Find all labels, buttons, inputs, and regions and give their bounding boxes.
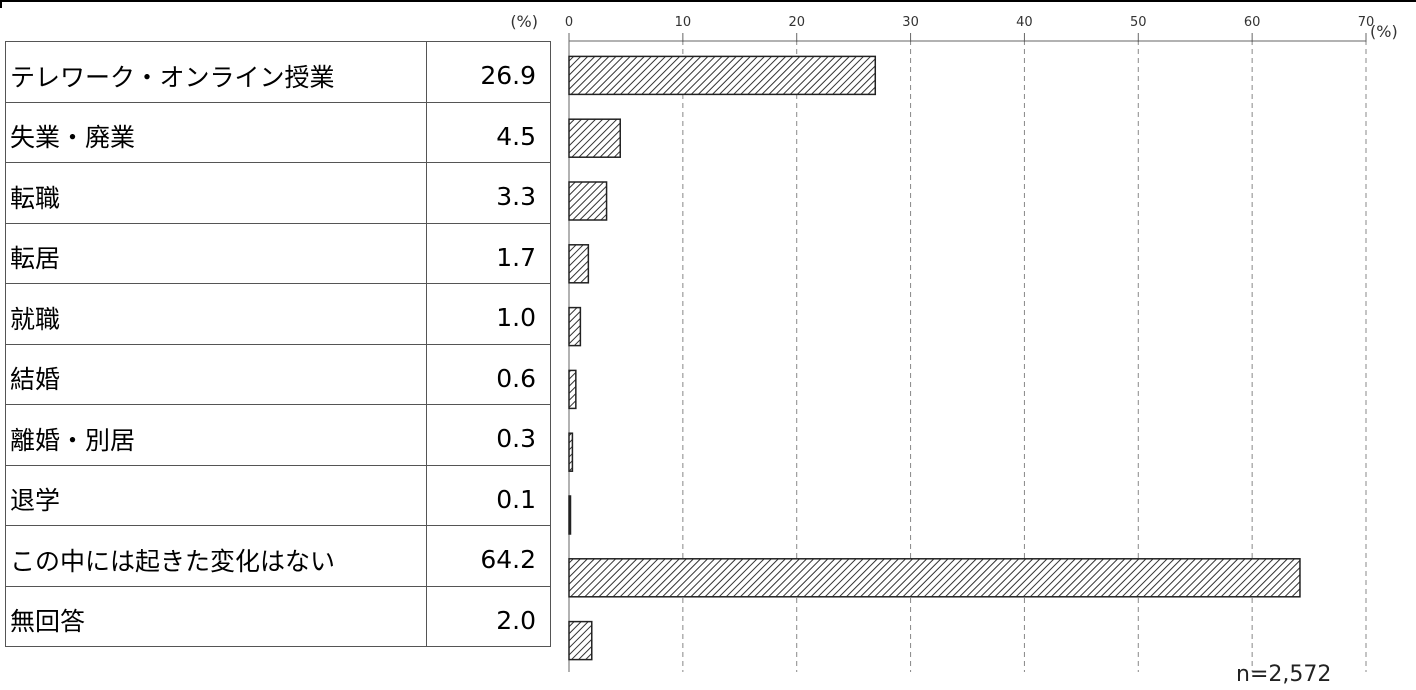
- x-tick-label: 20: [788, 15, 805, 30]
- value-label: 1.0: [426, 283, 551, 345]
- x-tick-label: 60: [1244, 15, 1261, 30]
- table-row: 離婚・別居 0.3: [5, 404, 551, 466]
- x-tick-label: 40: [1016, 15, 1033, 30]
- x-tick-label: 50: [1130, 15, 1147, 30]
- table-row: 転職 3.3: [5, 162, 551, 224]
- table-row: 就職 1.0: [5, 283, 551, 345]
- value-label: 0.3: [426, 404, 551, 466]
- table-unit-label: (%): [510, 12, 538, 31]
- category-label: 退学: [5, 464, 427, 526]
- category-label: 無回答: [5, 585, 427, 647]
- table-row: この中には起きた変化はない 64.2: [5, 525, 551, 587]
- bar: [568, 495, 572, 535]
- x-tick-label: 30: [902, 15, 919, 30]
- table-row: 転居 1.7: [5, 222, 551, 284]
- category-label: 転職: [5, 162, 427, 224]
- bar: [568, 306, 582, 347]
- value-label: 2.0: [426, 585, 551, 647]
- table-row: 退学 0.1: [5, 464, 551, 526]
- value-label: 4.5: [426, 101, 551, 163]
- table-row: 結婚 0.6: [5, 343, 551, 405]
- value-label: 64.2: [426, 525, 551, 587]
- category-label: この中には起きた変化はない: [5, 525, 427, 587]
- category-label: 離婚・別居: [5, 404, 427, 466]
- category-label: 結婚: [5, 343, 427, 405]
- value-label: 1.7: [426, 222, 551, 284]
- category-label: 失業・廃業: [5, 101, 427, 163]
- table-row: 無回答 2.0: [5, 585, 551, 647]
- x-tick-label: 10: [675, 15, 692, 30]
- table-row: 失業・廃業 4.5: [5, 101, 551, 163]
- value-label: 0.6: [426, 343, 551, 405]
- value-label: 3.3: [426, 162, 551, 224]
- left-border: [0, 0, 2, 8]
- bar: [568, 118, 621, 158]
- bar: [568, 244, 590, 284]
- bar: [568, 432, 574, 472]
- bar: [568, 369, 577, 410]
- bar: [568, 558, 1301, 598]
- x-tick-label: 0: [565, 15, 573, 30]
- value-label: 0.1: [426, 464, 551, 526]
- bar: [568, 620, 593, 661]
- top-border: [0, 0, 1416, 2]
- bar: [568, 181, 608, 221]
- bar: [568, 55, 877, 96]
- value-label: 26.9: [426, 41, 551, 103]
- category-label: テレワーク・オンライン授業: [5, 41, 427, 103]
- category-table: テレワーク・オンライン授業 26.9 失業・廃業 4.5 転職 3.3 転居 1.7 就職 1.0…: [5, 41, 551, 647]
- table-row: テレワーク・オンライン授業 26.9: [5, 41, 551, 103]
- sample-size-note: n=2,572: [1236, 662, 1332, 687]
- x-axis-unit: (%): [1370, 22, 1398, 41]
- category-label: 就職: [5, 283, 427, 345]
- x-tick-label: 70: [1358, 15, 1375, 30]
